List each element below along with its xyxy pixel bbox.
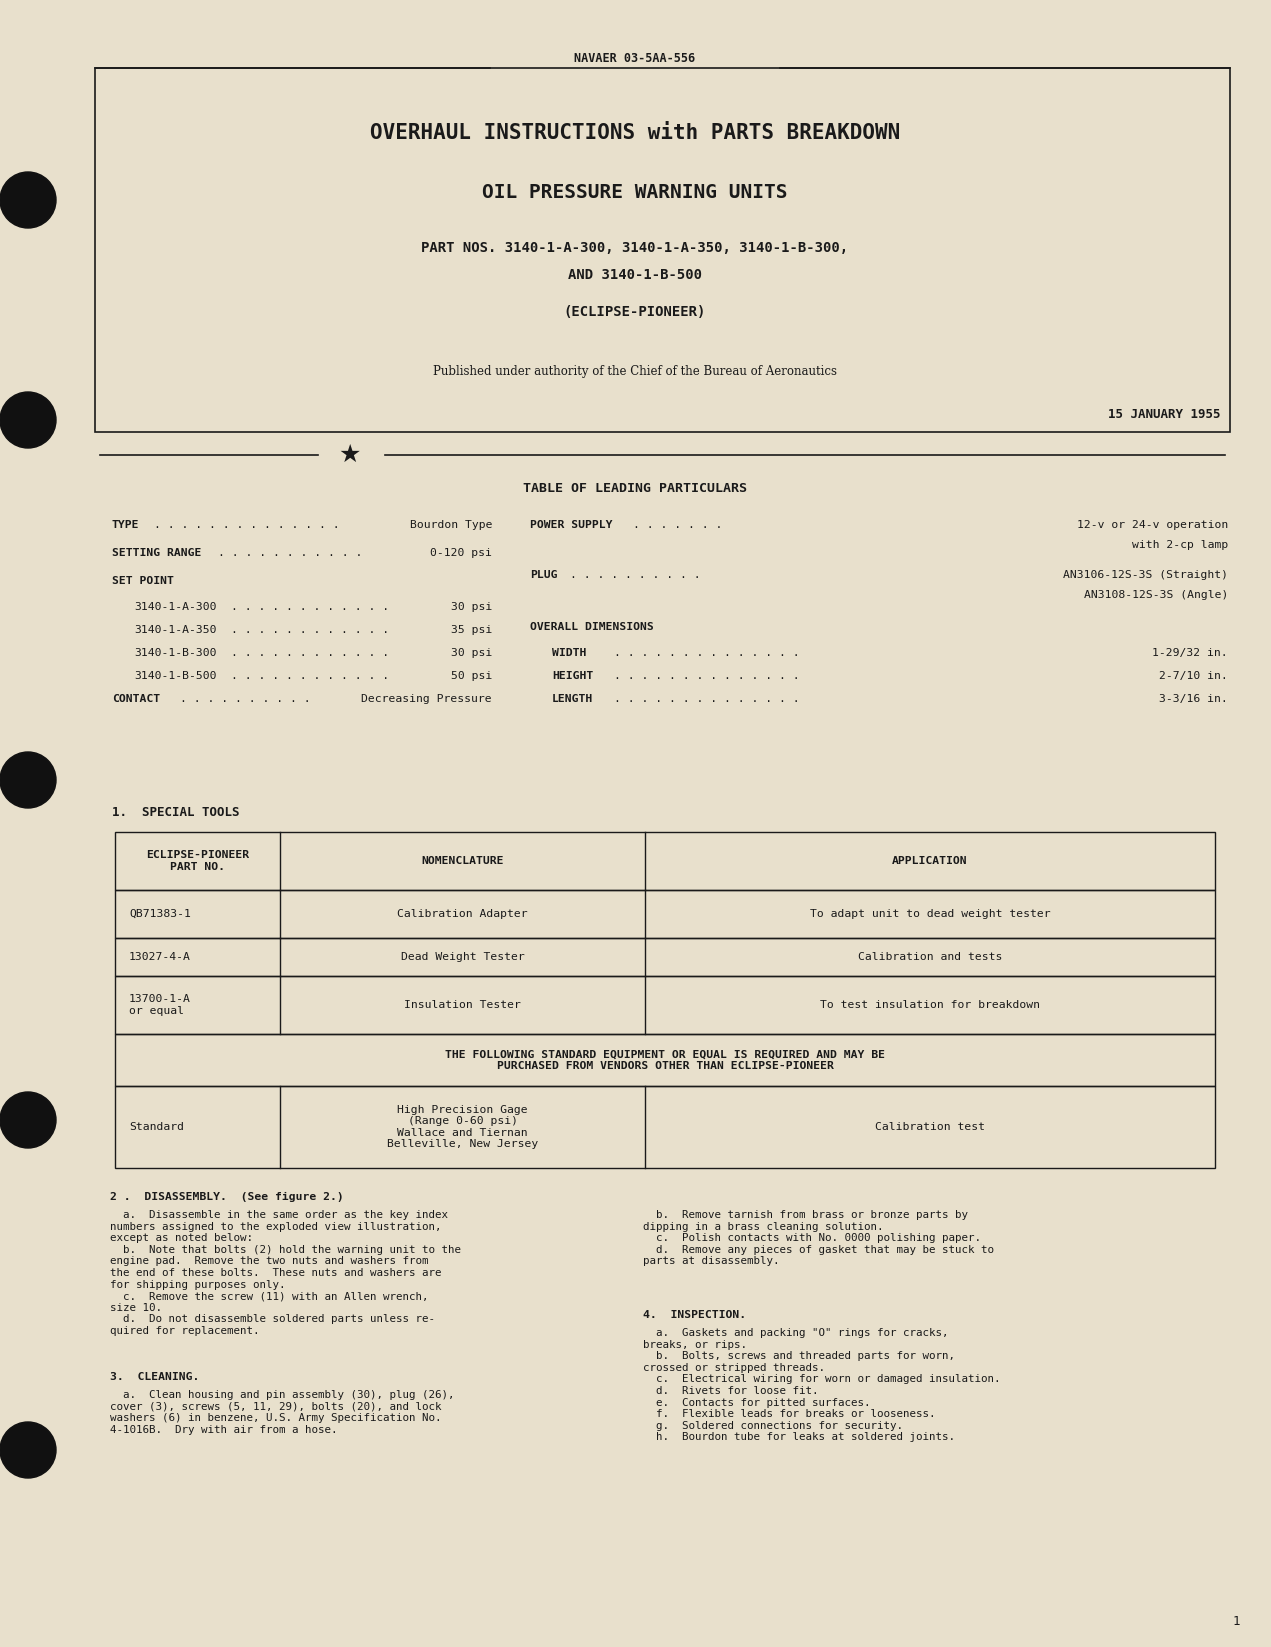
Text: 3-3/16 in.: 3-3/16 in.	[1159, 693, 1228, 703]
Text: Standard: Standard	[128, 1122, 184, 1131]
Text: . . . . . . . . . . . . . .: . . . . . . . . . . . . . .	[614, 693, 799, 703]
Text: . . . . . . . . . . . . . .: . . . . . . . . . . . . . .	[614, 647, 799, 659]
Text: POWER SUPPLY: POWER SUPPLY	[530, 520, 613, 530]
Text: b.  Remove tarnish from brass or bronze parts by
dipping in a brass cleaning sol: b. Remove tarnish from brass or bronze p…	[643, 1211, 994, 1267]
Text: WIDTH: WIDTH	[552, 647, 586, 659]
Text: 3140-1-A-350: 3140-1-A-350	[133, 624, 216, 636]
Text: ★: ★	[339, 443, 361, 468]
Text: NOMENCLATURE: NOMENCLATURE	[421, 856, 503, 866]
Text: High Precision Gage
(Range 0-60 psi)
Wallace and Tiernan
Belleville, New Jersey: High Precision Gage (Range 0-60 psi) Wal…	[386, 1105, 538, 1150]
Bar	[114, 889, 1215, 939]
Text: Bourdon Type: Bourdon Type	[409, 520, 492, 530]
Text: OVERHAUL INSTRUCTIONS with PARTS BREAKDOWN: OVERHAUL INSTRUCTIONS with PARTS BREAKDO…	[370, 124, 900, 143]
Bar	[114, 832, 1215, 889]
Text: . . . . . . . . . .: . . . . . . . . . .	[569, 570, 700, 580]
Text: Calibration Adapter: Calibration Adapter	[397, 909, 527, 919]
Text: AND 3140-1-B-500: AND 3140-1-B-500	[568, 268, 702, 282]
Circle shape	[0, 171, 56, 227]
Text: 2 .  DISASSEMBLY.  (See figure 2.): 2 . DISASSEMBLY. (See figure 2.)	[111, 1192, 343, 1202]
Text: (ECLIPSE-PIONEER): (ECLIPSE-PIONEER)	[564, 305, 707, 320]
Text: with 2-cp lamp: with 2-cp lamp	[1131, 540, 1228, 550]
Text: . . . . . . . . . . .: . . . . . . . . . . .	[219, 548, 362, 558]
Text: 3140-1-B-300: 3140-1-B-300	[133, 647, 216, 659]
Circle shape	[0, 1421, 56, 1477]
Text: THE FOLLOWING STANDARD EQUIPMENT OR EQUAL IS REQUIRED AND MAY BE
PURCHASED FROM : THE FOLLOWING STANDARD EQUIPMENT OR EQUA…	[445, 1049, 885, 1071]
Text: Published under authority of the Chief of the Bureau of Aeronautics: Published under authority of the Chief o…	[433, 366, 838, 379]
Bar	[114, 1085, 1215, 1168]
Bar	[114, 939, 1215, 977]
Text: AN3106-12S-3S (Straight): AN3106-12S-3S (Straight)	[1063, 570, 1228, 580]
Text: 15 JANUARY 1955: 15 JANUARY 1955	[1107, 408, 1220, 422]
Text: 13700-1-A
or equal: 13700-1-A or equal	[128, 995, 191, 1016]
Text: OIL PRESSURE WARNING UNITS: OIL PRESSURE WARNING UNITS	[482, 183, 788, 201]
Circle shape	[0, 753, 56, 809]
Text: 12-v or 24-v operation: 12-v or 24-v operation	[1077, 520, 1228, 530]
Text: 1: 1	[1233, 1616, 1240, 1627]
Text: TABLE OF LEADING PARTICULARS: TABLE OF LEADING PARTICULARS	[522, 481, 747, 494]
Text: To test insulation for breakdown: To test insulation for breakdown	[820, 1000, 1040, 1010]
Text: . . . . . . .: . . . . . . .	[633, 520, 722, 530]
Text: 30 psi: 30 psi	[451, 603, 492, 613]
Text: APPLICATION: APPLICATION	[892, 856, 967, 866]
Text: . . . . . . . . . . . . . .: . . . . . . . . . . . . . .	[614, 670, 799, 680]
Text: QB71383-1: QB71383-1	[128, 909, 191, 919]
Text: LENGTH: LENGTH	[552, 693, 594, 703]
Text: 13027-4-A: 13027-4-A	[128, 952, 191, 962]
Text: AN3108-12S-3S (Angle): AN3108-12S-3S (Angle)	[1084, 590, 1228, 600]
Text: . . . . . . . . . . . .: . . . . . . . . . . . .	[231, 624, 389, 636]
Text: 4.  INSPECTION.: 4. INSPECTION.	[643, 1309, 746, 1319]
Text: 1-29/32 in.: 1-29/32 in.	[1153, 647, 1228, 659]
Bar	[95, 68, 1230, 432]
Text: 0-120 psi: 0-120 psi	[430, 548, 492, 558]
Text: Calibration test: Calibration test	[874, 1122, 985, 1131]
Text: ECLIPSE-PIONEER
PART NO.: ECLIPSE-PIONEER PART NO.	[146, 850, 249, 871]
Text: NAVAER 03-5AA-556: NAVAER 03-5AA-556	[574, 53, 695, 64]
Text: a.  Gaskets and packing "O" rings for cracks,
breaks, or rips.
  b.  Bolts, scre: a. Gaskets and packing "O" rings for cra…	[643, 1327, 1000, 1443]
Text: Calibration and tests: Calibration and tests	[858, 952, 1003, 962]
Circle shape	[0, 392, 56, 448]
Text: 3140-1-B-500: 3140-1-B-500	[133, 670, 216, 680]
Text: To adapt unit to dead weight tester: To adapt unit to dead weight tester	[810, 909, 1050, 919]
Text: PLUG: PLUG	[530, 570, 558, 580]
Text: SETTING RANGE: SETTING RANGE	[112, 548, 201, 558]
Text: Insulation Tester: Insulation Tester	[404, 1000, 521, 1010]
Text: 30 psi: 30 psi	[451, 647, 492, 659]
Text: Decreasing Pressure: Decreasing Pressure	[361, 693, 492, 703]
Text: 3140-1-A-300: 3140-1-A-300	[133, 603, 216, 613]
Text: TYPE: TYPE	[112, 520, 140, 530]
Bar	[114, 1034, 1215, 1085]
Text: PART NOS. 3140-1-A-300, 3140-1-A-350, 3140-1-B-300,: PART NOS. 3140-1-A-300, 3140-1-A-350, 31…	[422, 240, 849, 255]
Text: . . . . . . . . . .: . . . . . . . . . .	[180, 693, 310, 703]
Text: 50 psi: 50 psi	[451, 670, 492, 680]
Text: HEIGHT: HEIGHT	[552, 670, 594, 680]
Text: a.  Disassemble in the same order as the key index
numbers assigned to the explo: a. Disassemble in the same order as the …	[111, 1211, 461, 1336]
Text: . . . . . . . . . . . .: . . . . . . . . . . . .	[231, 603, 389, 613]
Text: . . . . . . . . . . . . . .: . . . . . . . . . . . . . .	[154, 520, 339, 530]
Text: . . . . . . . . . . . .: . . . . . . . . . . . .	[231, 647, 389, 659]
Text: . . . . . . . . . . . .: . . . . . . . . . . . .	[231, 670, 389, 680]
Text: OVERALL DIMENSIONS: OVERALL DIMENSIONS	[530, 623, 653, 632]
Text: 3.  CLEANING.: 3. CLEANING.	[111, 1372, 200, 1382]
Circle shape	[0, 1092, 56, 1148]
Text: 2-7/10 in.: 2-7/10 in.	[1159, 670, 1228, 680]
Bar	[114, 977, 1215, 1034]
Text: CONTACT: CONTACT	[112, 693, 160, 703]
Text: 1.  SPECIAL TOOLS: 1. SPECIAL TOOLS	[112, 805, 239, 819]
Text: 35 psi: 35 psi	[451, 624, 492, 636]
Text: Dead Weight Tester: Dead Weight Tester	[400, 952, 525, 962]
Text: a.  Clean housing and pin assembly (30), plug (26),
cover (3), screws (5, 11, 29: a. Clean housing and pin assembly (30), …	[111, 1390, 455, 1435]
Text: SET POINT: SET POINT	[112, 576, 174, 586]
